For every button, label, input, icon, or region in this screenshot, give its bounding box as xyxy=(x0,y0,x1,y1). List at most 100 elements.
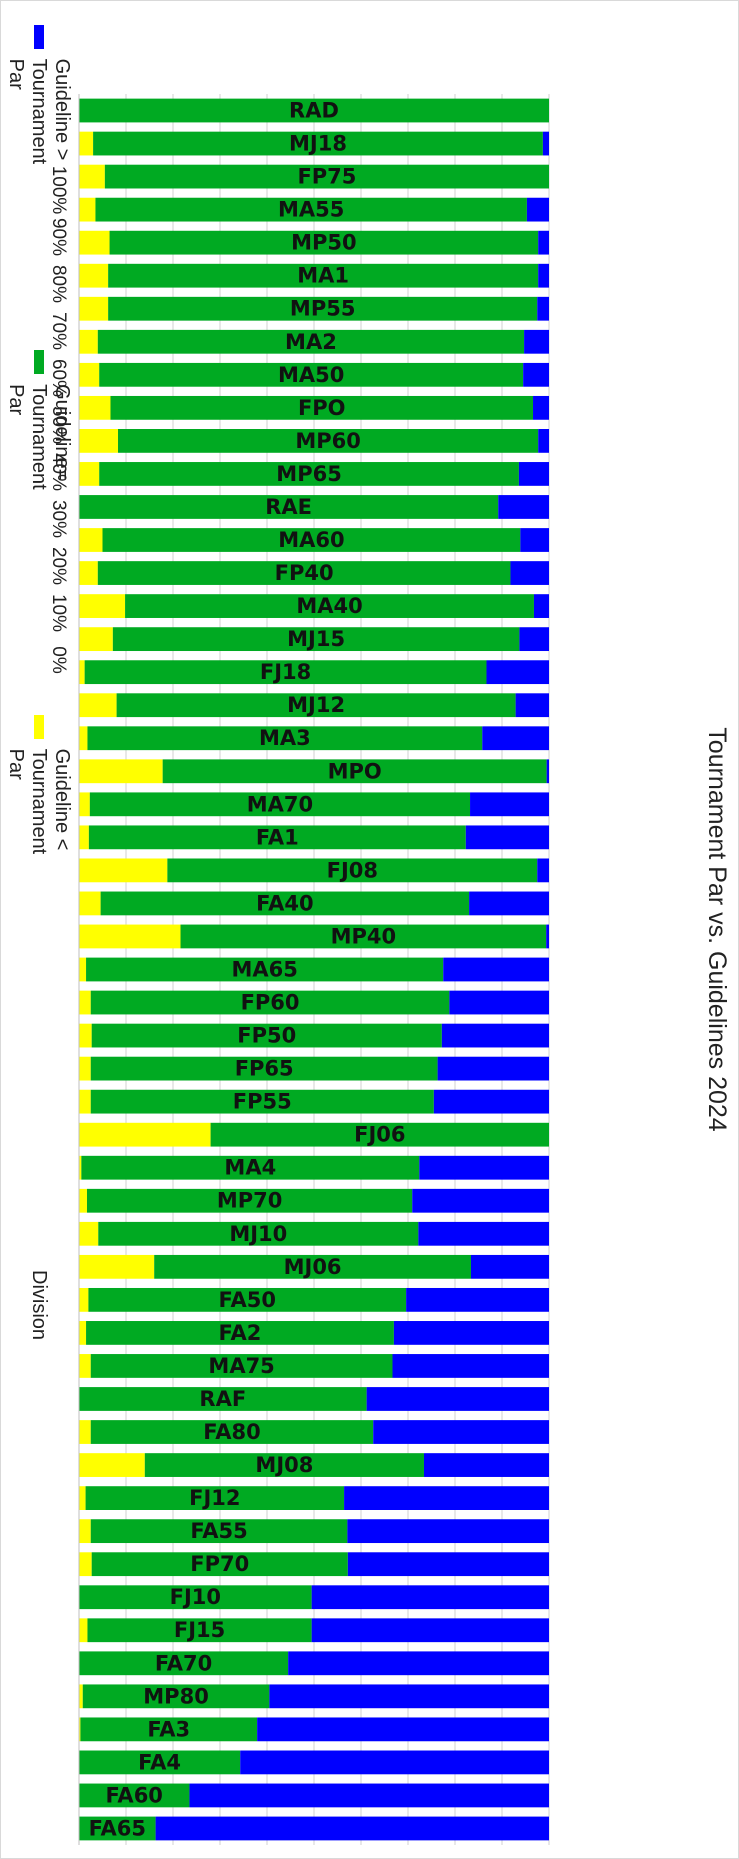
bar-segment xyxy=(102,528,521,552)
category-label: FA70 xyxy=(155,1651,212,1675)
bar-segment xyxy=(162,759,547,784)
bar-segment xyxy=(78,131,94,156)
bar-segment xyxy=(109,230,539,255)
bar-segment xyxy=(470,1254,549,1279)
bar-segment xyxy=(520,528,549,552)
category-label: MJ06 xyxy=(284,1255,342,1279)
legend-label-above: Guideline > Tournament Par xyxy=(5,58,74,165)
bar-segment xyxy=(180,924,547,949)
bar-segment xyxy=(240,1750,549,1775)
bar-segment xyxy=(79,726,88,751)
bar-segment xyxy=(79,1023,92,1048)
bar-segment xyxy=(91,1552,348,1577)
bar-segment xyxy=(79,197,96,222)
category-label: MA4 xyxy=(224,1156,276,1180)
bar-segment xyxy=(288,1651,549,1676)
category-label: MJ10 xyxy=(229,1222,287,1246)
category-label: MA60 xyxy=(278,528,344,552)
bar-segment xyxy=(78,1188,87,1213)
bar-segment xyxy=(84,660,487,685)
bar-segment xyxy=(79,296,109,321)
bar-segment xyxy=(533,395,549,420)
bar-segment xyxy=(99,362,524,387)
bar-segment xyxy=(86,1188,413,1213)
bar-segment xyxy=(78,594,126,618)
bar-segment xyxy=(116,693,516,718)
bar-segment xyxy=(99,462,519,486)
bar-segment xyxy=(144,1453,424,1477)
bar-segment xyxy=(79,1585,312,1610)
category-label: FP70 xyxy=(190,1552,249,1576)
legend-swatch-below xyxy=(34,715,44,739)
bar-segment xyxy=(79,429,119,453)
category-label: FJ06 xyxy=(354,1123,405,1147)
bar-segment xyxy=(433,1089,549,1114)
bar-segment xyxy=(90,1354,393,1378)
category-label: FA2 xyxy=(219,1321,262,1345)
bar-segment xyxy=(90,990,450,1015)
bar-segment xyxy=(344,1486,549,1510)
bar-segment xyxy=(155,1816,549,1841)
bar-segment xyxy=(443,957,549,982)
bar-segment xyxy=(257,1717,549,1742)
bar-segment xyxy=(104,164,549,189)
legend-entry-above: Guideline > Tournament Par xyxy=(6,25,74,187)
category-label: MP40 xyxy=(331,924,397,948)
bar-segment xyxy=(78,957,87,982)
bar-segment xyxy=(110,395,534,420)
category-label: RAE xyxy=(265,495,312,519)
bar-segment xyxy=(406,1287,549,1312)
bar-segment xyxy=(82,1684,270,1709)
bar-segment xyxy=(412,1188,549,1213)
bar-segment xyxy=(79,1254,155,1279)
bar-segment xyxy=(79,528,103,552)
bar-segment xyxy=(79,1387,367,1411)
category-label: MA3 xyxy=(259,726,311,750)
bar-segment xyxy=(538,263,549,288)
bar-segment xyxy=(311,1585,549,1610)
bar-segment xyxy=(269,1684,549,1709)
category-label: FP55 xyxy=(233,1090,292,1114)
bar-segment xyxy=(118,429,539,453)
bar-segment xyxy=(87,726,483,751)
category-label: MP60 xyxy=(295,429,361,453)
bar-segment xyxy=(79,1552,92,1577)
bar-segment xyxy=(79,1089,91,1114)
legend-swatch-above xyxy=(34,25,44,49)
category-label: MA70 xyxy=(247,792,313,816)
legend-entry-equal: Guideline= Tournament Par xyxy=(6,350,74,512)
category-label: FA55 xyxy=(190,1519,247,1543)
bar-segment xyxy=(79,1651,289,1676)
bar-segment xyxy=(90,1089,434,1114)
bar-segment xyxy=(347,1552,549,1577)
bar-segment xyxy=(524,329,549,354)
legend-title: Division xyxy=(28,1270,51,1341)
category-label: RAF xyxy=(199,1387,246,1411)
bar-segment xyxy=(78,891,101,916)
bar-segment xyxy=(97,561,511,585)
bar-segment xyxy=(80,1717,258,1742)
category-label: FA3 xyxy=(147,1717,190,1741)
category-label: MJ15 xyxy=(287,627,345,651)
bar-segment xyxy=(79,1056,91,1081)
bar-segment xyxy=(89,792,471,817)
bar-segment xyxy=(90,1056,438,1081)
bar-segment xyxy=(79,627,113,652)
bar-segment xyxy=(311,1618,549,1643)
bar-segment xyxy=(482,726,549,751)
bar-segment xyxy=(546,924,549,949)
category-label: FP65 xyxy=(235,1057,294,1081)
bar-segment xyxy=(88,1287,407,1312)
bar-segment xyxy=(533,594,549,618)
bar-segment xyxy=(486,660,549,685)
bar-segment xyxy=(79,1783,190,1808)
bar-segment xyxy=(526,197,549,222)
bar-segment xyxy=(78,164,105,189)
bar-segment xyxy=(79,1287,89,1312)
category-label: FA4 xyxy=(138,1750,181,1774)
bar-segment xyxy=(470,792,549,817)
legend-label-equal: Guideline= Tournament Par xyxy=(5,384,74,490)
category-label: FP60 xyxy=(241,991,300,1015)
category-label: MA2 xyxy=(285,330,337,354)
